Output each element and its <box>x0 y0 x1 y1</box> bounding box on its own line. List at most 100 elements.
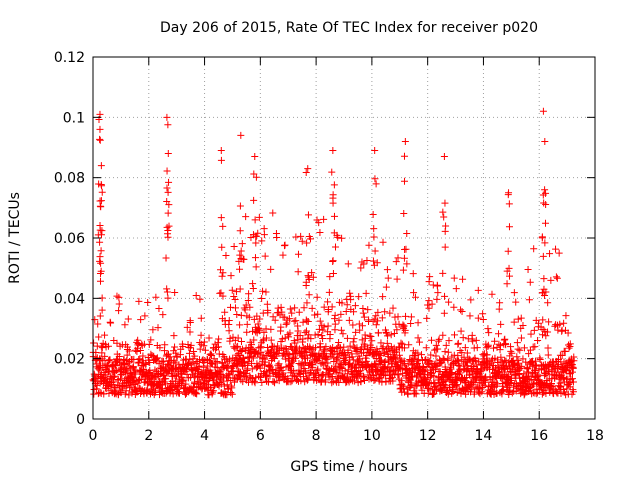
x-tick-label: 18 <box>586 428 604 444</box>
data-point <box>432 352 440 360</box>
data-point <box>282 345 290 353</box>
data-point <box>441 292 449 300</box>
data-point <box>96 197 104 205</box>
data-point <box>401 137 409 145</box>
data-point <box>351 302 359 310</box>
data-point <box>544 299 552 307</box>
data-point <box>467 296 475 304</box>
data-point <box>342 307 350 315</box>
data-point <box>217 156 225 164</box>
data-point <box>163 285 171 293</box>
data-point <box>297 377 305 385</box>
data-point <box>378 314 386 322</box>
data-point <box>527 383 535 391</box>
x-axis-label: GPS time / hours <box>290 459 407 475</box>
data-point <box>172 359 180 367</box>
data-point <box>411 389 419 397</box>
data-point <box>357 264 365 272</box>
data-point <box>505 264 513 272</box>
data-point <box>422 344 430 352</box>
data-point <box>164 209 172 217</box>
data-point <box>237 338 245 346</box>
data-point <box>411 364 419 372</box>
data-point <box>94 320 102 328</box>
data-point <box>401 326 409 334</box>
data-point <box>512 298 520 306</box>
data-point <box>370 376 378 384</box>
data-point <box>223 381 231 389</box>
data-point <box>302 278 310 286</box>
data-point <box>546 250 554 258</box>
data-point <box>101 352 109 360</box>
data-point <box>137 316 145 324</box>
data-point <box>569 364 577 372</box>
data-point <box>504 191 512 199</box>
data-point <box>410 289 418 297</box>
data-point <box>381 308 389 316</box>
data-point <box>407 319 415 327</box>
data-point <box>205 391 213 399</box>
data-point <box>331 311 339 319</box>
data-point <box>332 243 340 251</box>
data-point <box>539 331 547 339</box>
data-point <box>307 335 315 343</box>
data-point <box>277 323 285 331</box>
data-point <box>397 339 405 347</box>
data-point <box>372 180 380 188</box>
data-point <box>277 303 285 311</box>
data-point <box>497 320 505 328</box>
data-point <box>180 376 188 384</box>
data-point <box>349 321 357 329</box>
data-point <box>409 270 417 278</box>
data-point <box>391 367 399 375</box>
data-point <box>262 334 270 342</box>
data-point <box>400 209 408 217</box>
data-point <box>98 344 106 352</box>
data-point <box>163 184 171 192</box>
data-point <box>370 233 378 241</box>
data-point <box>368 337 376 345</box>
data-point <box>441 227 449 235</box>
data-point <box>205 334 213 342</box>
data-point <box>400 382 408 390</box>
data-point <box>264 344 272 352</box>
data-point <box>459 275 467 283</box>
data-point <box>258 294 266 302</box>
data-point <box>193 390 201 398</box>
data-point <box>553 274 561 282</box>
data-point <box>214 343 222 351</box>
data-point <box>291 339 299 347</box>
data-point <box>557 390 565 398</box>
data-point <box>236 227 244 235</box>
data-point <box>399 266 407 274</box>
data-point <box>236 321 244 329</box>
data-point <box>236 202 244 210</box>
data-point <box>344 370 352 378</box>
data-point <box>228 368 236 376</box>
data-point <box>328 168 336 176</box>
data-point <box>540 275 548 283</box>
data-point <box>379 293 387 301</box>
data-point <box>564 341 572 349</box>
data-point <box>444 390 452 398</box>
data-point <box>159 311 167 319</box>
data-point <box>222 251 230 259</box>
data-point <box>305 331 313 339</box>
data-point <box>459 334 467 342</box>
x-tick-label: 12 <box>419 428 437 444</box>
data-point <box>122 387 130 395</box>
data-point <box>369 372 377 380</box>
data-point <box>450 361 458 369</box>
data-point <box>272 366 280 374</box>
data-point <box>163 223 171 231</box>
data-point <box>400 322 408 330</box>
data-point <box>442 377 450 385</box>
data-point <box>570 357 578 365</box>
data-point <box>449 388 457 396</box>
data-point <box>255 213 263 221</box>
data-point <box>294 268 302 276</box>
data-point <box>501 356 509 364</box>
data-point <box>106 356 114 364</box>
x-tick-label: 10 <box>363 428 381 444</box>
data-point <box>252 263 260 271</box>
